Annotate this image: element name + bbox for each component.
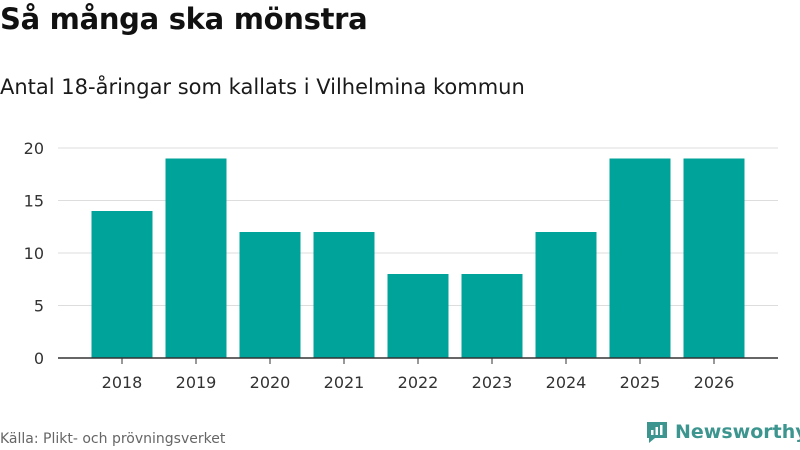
bar <box>535 232 597 358</box>
bar <box>313 232 375 358</box>
x-tick-label: 2018 <box>102 373 143 392</box>
bar <box>387 274 449 358</box>
x-tick-label: 2020 <box>250 373 291 392</box>
x-tick-label: 2021 <box>324 373 365 392</box>
bar <box>165 158 227 358</box>
y-tick-label: 10 <box>24 244 44 263</box>
y-tick-label: 15 <box>24 192 44 211</box>
x-tick-label: 2019 <box>176 373 217 392</box>
chart-title: Så många ska mönstra <box>0 2 368 36</box>
source-note: Källa: Plikt- och prövningsverket <box>0 431 226 447</box>
x-tick-label: 2026 <box>694 373 735 392</box>
chart-subtitle: Antal 18-åringar som kallats i Vilhelmin… <box>0 75 525 99</box>
y-tick-label: 0 <box>34 349 44 368</box>
y-tick-label: 5 <box>34 297 44 316</box>
newsworthy-logo-icon <box>647 422 667 443</box>
brand-name: Newsworthy <box>675 421 800 443</box>
y-tick-label: 20 <box>24 139 44 158</box>
bar <box>91 211 153 358</box>
x-tick-label: 2024 <box>546 373 587 392</box>
x-tick-label: 2025 <box>620 373 661 392</box>
bar <box>609 158 671 358</box>
x-tick-label: 2023 <box>472 373 513 392</box>
x-tick-label: 2022 <box>398 373 439 392</box>
bar <box>461 274 523 358</box>
bar <box>239 232 301 358</box>
brand-logo: Newsworthy <box>645 420 800 444</box>
bar <box>683 158 745 358</box>
